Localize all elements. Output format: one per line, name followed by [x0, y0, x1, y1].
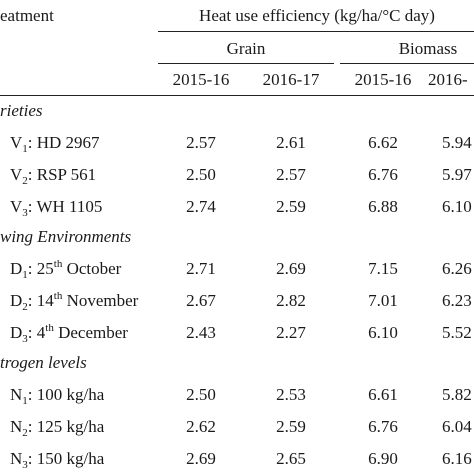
table-cell: 2.71	[186, 259, 216, 278]
row-label: N1: 100 kg/ha	[10, 385, 105, 407]
table-cell: 6.16	[442, 449, 472, 468]
table-cell: 2.59	[276, 197, 306, 216]
group-title: trogen levels	[0, 353, 87, 372]
table-cell: 2.57	[276, 165, 306, 184]
table-cell: 5.82	[442, 385, 472, 404]
row-label: D1: 25th October	[10, 258, 122, 281]
table-cell: 6.23	[442, 291, 472, 310]
table-cell: 6.76	[368, 165, 398, 184]
year-col-1: 2015-16	[172, 70, 230, 89]
table-cell: 6.76	[368, 417, 398, 436]
table-cell: 2.57	[186, 133, 216, 152]
table-cell: 2.50	[186, 385, 216, 404]
table-cell: 2.82	[276, 291, 306, 310]
row-label: N3: 150 kg/ha	[10, 449, 105, 471]
table-cell: 5.52	[442, 323, 472, 342]
table-cell: 2.59	[276, 417, 306, 436]
table-cell: 2.62	[186, 417, 216, 436]
table-cell: 2.67	[186, 291, 216, 310]
table-cell: 2.74	[186, 197, 216, 216]
treatment-header: eatment	[0, 6, 54, 25]
heat-use-efficiency-header: Heat use efficiency (kg/ha/°C day)	[199, 6, 435, 25]
row-label: N2: 125 kg/ha	[10, 417, 105, 439]
year-col-2: 2016-17	[262, 70, 320, 89]
table-cell: 2.65	[276, 449, 306, 468]
header-divider-top	[158, 31, 474, 32]
table-cell: 2.53	[276, 385, 306, 404]
table-cell: 6.62	[368, 133, 398, 152]
table-cell: 5.97	[442, 165, 472, 184]
table-cell: 2.61	[276, 133, 306, 152]
table-cell: 6.88	[368, 197, 398, 216]
table-cell: 5.94	[442, 133, 472, 152]
table-cell: 2.27	[276, 323, 306, 342]
header-divider-bottom	[0, 95, 474, 96]
year-col-4: 2016-	[428, 70, 468, 89]
table-cell: 2.69	[186, 449, 216, 468]
row-label: D2: 14th November	[10, 290, 139, 313]
table-cell: 6.04	[442, 417, 472, 436]
table-cell: 2.50	[186, 165, 216, 184]
year-col-3: 2015-16	[354, 70, 412, 89]
grain-divider	[158, 63, 334, 64]
row-label: D3: 4th December	[10, 322, 128, 345]
biomass-divider	[340, 63, 474, 64]
row-label: V1: HD 2967	[10, 133, 100, 155]
grain-header: Grain	[226, 39, 266, 58]
table-cell: 6.10	[368, 323, 398, 342]
table-cell: 6.10	[442, 197, 472, 216]
table-cell: 2.43	[186, 323, 216, 342]
row-label: V2: RSP 561	[10, 165, 97, 187]
table-cell: 7.01	[368, 291, 398, 310]
table-cell: 7.15	[368, 259, 398, 278]
group-title: rieties	[0, 101, 43, 120]
table-cell: 6.90	[368, 449, 398, 468]
biomass-header: Biomass	[398, 39, 458, 58]
table-cell: 6.26	[442, 259, 472, 278]
table-cell: 6.61	[368, 385, 398, 404]
group-title: wing Environments	[0, 227, 132, 246]
table-cell: 2.69	[276, 259, 306, 278]
row-label: V3: WH 1105	[10, 197, 103, 219]
